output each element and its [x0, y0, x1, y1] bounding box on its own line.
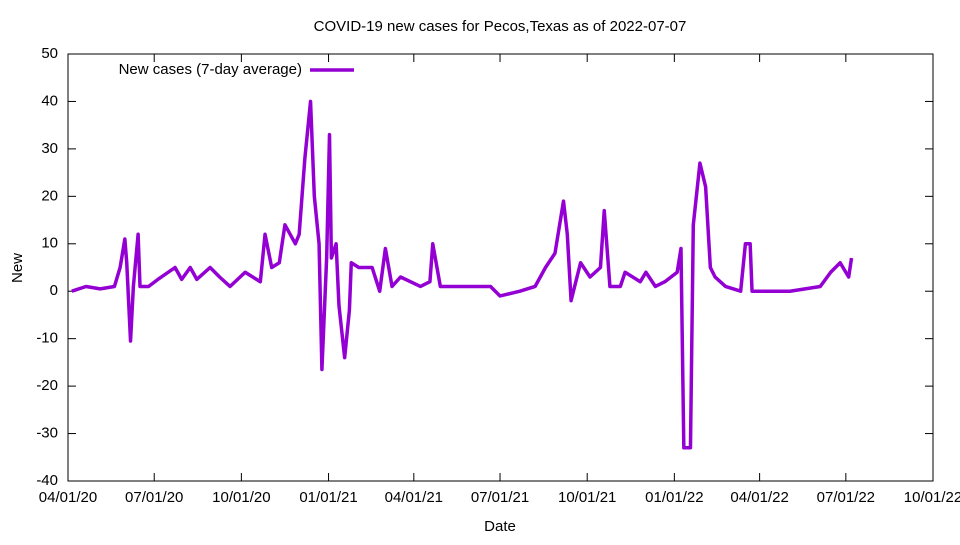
y-tick-label: -30 [36, 425, 58, 442]
x-tick-label: 04/01/22 [730, 489, 788, 506]
x-tick-label: 07/01/21 [471, 489, 529, 506]
plot-frame [67, 53, 934, 482]
x-tick-label: 10/01/22 [904, 489, 960, 506]
x-tick-label: 10/01/21 [558, 489, 616, 506]
x-tick-label: 10/01/20 [212, 489, 270, 506]
legend-label: New cases (7-day average) [119, 61, 302, 78]
y-tick-label: 10 [41, 235, 58, 252]
x-tick-label: 01/01/22 [645, 489, 703, 506]
x-tick-label: 04/01/20 [39, 489, 97, 506]
chart-title: COVID-19 new cases for Pecos,Texas as of… [314, 18, 687, 35]
y-tick-label: 40 [41, 92, 58, 109]
x-tick-label: 01/01/21 [299, 489, 357, 506]
y-tick-label: 50 [41, 45, 58, 62]
y-tick-label: 0 [50, 282, 58, 299]
y-axis-label: New [9, 253, 26, 283]
y-tick-label: 30 [41, 140, 58, 157]
series-line [71, 99, 854, 450]
x-tick-label: 07/01/20 [125, 489, 183, 506]
y-tick-label: 20 [41, 187, 58, 204]
x-tick-label: 04/01/21 [385, 489, 443, 506]
y-tick-label: -40 [36, 472, 58, 489]
x-tick-label: 07/01/22 [817, 489, 875, 506]
y-tick-label: -20 [36, 377, 58, 394]
x-axis-label: Date [484, 518, 516, 535]
y-tick-label: -10 [36, 330, 58, 347]
